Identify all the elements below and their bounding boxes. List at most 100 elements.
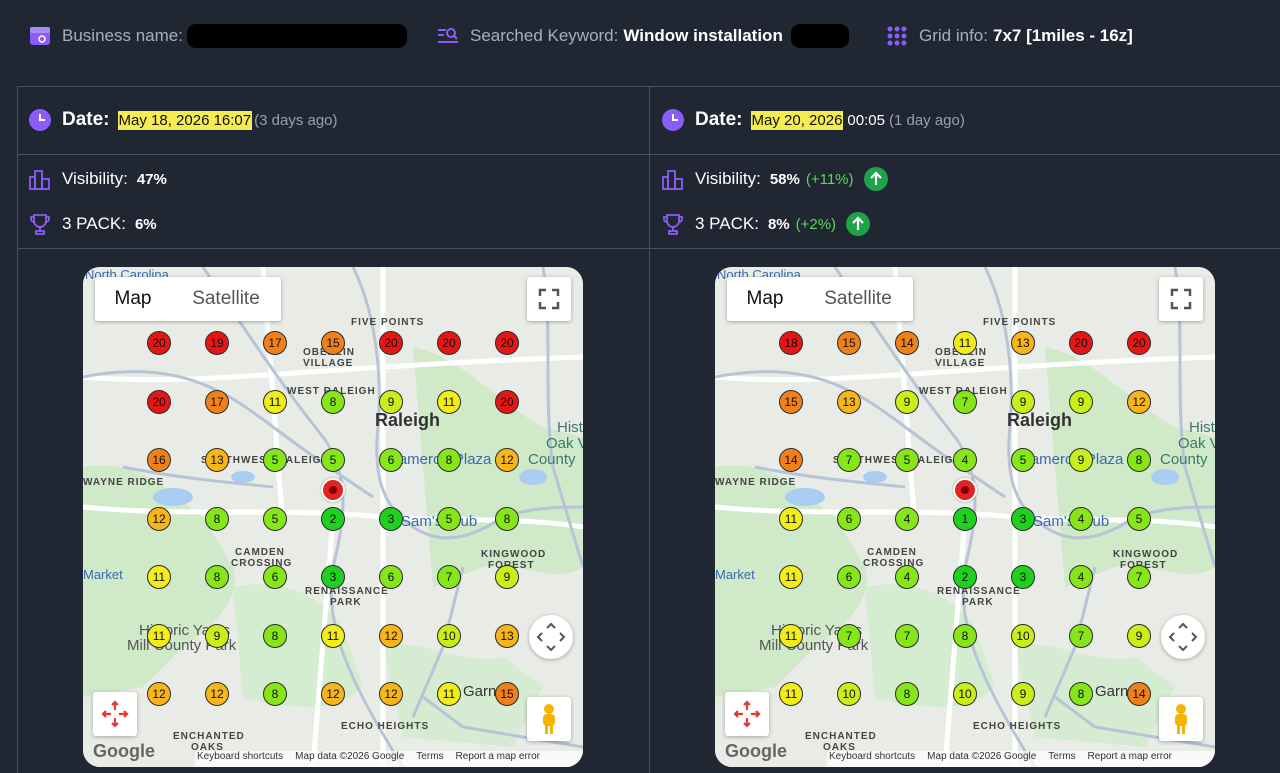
rank-pin[interactable]: 20 xyxy=(495,331,519,355)
report-error-link[interactable]: Report a map error xyxy=(455,751,541,762)
rank-pin[interactable]: 7 xyxy=(837,623,861,648)
rank-pin[interactable]: 13 xyxy=(495,623,519,648)
rank-pin[interactable]: 8 xyxy=(263,682,287,706)
rank-pin[interactable]: 11 xyxy=(321,623,345,648)
rank-pin[interactable]: 12 xyxy=(379,623,403,648)
rank-pin[interactable]: 9 xyxy=(205,623,229,648)
rank-pin[interactable]: 2 xyxy=(321,506,345,531)
rank-pin[interactable]: 5 xyxy=(895,448,919,472)
rank-pin[interactable]: 2 xyxy=(953,565,977,589)
recenter-button[interactable] xyxy=(725,692,769,736)
rank-pin[interactable]: 14 xyxy=(779,448,803,472)
rank-pin[interactable]: 9 xyxy=(379,389,403,414)
rank-pin[interactable]: 5 xyxy=(1011,448,1035,472)
rank-pin[interactable]: 11 xyxy=(437,389,461,414)
rank-pin[interactable]: 12 xyxy=(1127,389,1151,414)
rank-pin[interactable]: 11 xyxy=(779,506,803,531)
rank-pin[interactable]: 5 xyxy=(263,506,287,531)
rank-pin[interactable]: 6 xyxy=(263,565,287,589)
rank-pin[interactable]: 7 xyxy=(953,389,977,414)
rank-pin[interactable]: 9 xyxy=(1069,448,1093,472)
rank-pin[interactable]: 9 xyxy=(495,565,519,589)
rank-pin[interactable]: 3 xyxy=(321,565,345,589)
rank-grid-map-left[interactable]: North Carolina FIVE POINTS OBERLIN VILLA… xyxy=(83,267,583,767)
rank-pin[interactable]: 4 xyxy=(953,448,977,472)
rank-pin[interactable]: 7 xyxy=(895,623,919,648)
tab-satellite[interactable]: Satellite xyxy=(192,288,260,309)
rank-pin[interactable]: 6 xyxy=(837,506,861,531)
rank-pin[interactable]: 8 xyxy=(495,506,519,531)
rank-pin[interactable]: 11 xyxy=(779,565,803,589)
rank-pin[interactable]: 18 xyxy=(779,331,803,355)
keyboard-shortcuts-link[interactable]: Keyboard shortcuts xyxy=(829,751,916,762)
rank-pin[interactable]: 15 xyxy=(779,389,803,414)
pan-control-button[interactable] xyxy=(1161,615,1205,659)
rank-pin[interactable]: 8 xyxy=(953,623,977,648)
tab-satellite[interactable]: Satellite xyxy=(824,288,892,309)
rank-pin[interactable]: 4 xyxy=(1069,565,1093,589)
fullscreen-button[interactable] xyxy=(527,277,571,321)
rank-pin[interactable]: 8 xyxy=(1069,682,1093,706)
rank-pin[interactable]: 8 xyxy=(205,506,229,531)
rank-pin[interactable]: 10 xyxy=(1011,623,1035,648)
rank-pin[interactable]: 20 xyxy=(495,389,519,414)
recenter-button[interactable] xyxy=(93,692,137,736)
rank-pin[interactable]: 12 xyxy=(147,682,171,706)
street-view-pegman-button[interactable] xyxy=(1159,697,1203,741)
rank-pin[interactable]: 8 xyxy=(1127,448,1151,472)
rank-pin[interactable]: 11 xyxy=(147,623,171,648)
rank-pin[interactable]: 11 xyxy=(263,389,287,414)
street-view-pegman-button[interactable] xyxy=(527,697,571,741)
rank-pin[interactable]: 20 xyxy=(147,331,171,355)
rank-pin[interactable]: 15 xyxy=(321,331,345,355)
rank-pin[interactable]: 5 xyxy=(321,448,345,472)
rank-pin[interactable]: 9 xyxy=(895,389,919,414)
terms-link[interactable]: Terms xyxy=(1048,751,1076,762)
rank-pin[interactable]: 9 xyxy=(1127,623,1151,648)
rank-pin[interactable]: 3 xyxy=(1011,506,1035,531)
rank-pin[interactable]: 11 xyxy=(779,682,803,706)
rank-pin[interactable]: 11 xyxy=(147,565,171,589)
rank-grid-map-right[interactable]: North Carolina FIVE POINTS OBERLIN VILLA… xyxy=(715,267,1215,767)
rank-pin[interactable]: 15 xyxy=(837,331,861,355)
rank-pin[interactable]: 5 xyxy=(263,448,287,472)
rank-pin[interactable]: 3 xyxy=(379,506,403,531)
rank-pin[interactable]: 4 xyxy=(895,565,919,589)
rank-pin[interactable]: 20 xyxy=(1127,331,1151,355)
rank-pin[interactable]: 1 xyxy=(953,506,977,531)
rank-pin[interactable]: 9 xyxy=(1069,389,1093,414)
rank-pin[interactable]: 3 xyxy=(1011,565,1035,589)
rank-pin[interactable]: 7 xyxy=(437,565,461,589)
rank-pin[interactable]: 20 xyxy=(1069,331,1093,355)
rank-pin[interactable]: 17 xyxy=(263,331,287,355)
rank-pin[interactable]: 14 xyxy=(895,331,919,355)
rank-pin[interactable]: 10 xyxy=(837,682,861,706)
rank-pin[interactable]: 12 xyxy=(379,682,403,706)
rank-pin[interactable]: 12 xyxy=(495,448,519,472)
rank-pin[interactable]: 7 xyxy=(1069,623,1093,648)
rank-pin[interactable]: 17 xyxy=(205,389,229,414)
terms-link[interactable]: Terms xyxy=(416,751,444,762)
rank-pin[interactable]: 8 xyxy=(263,623,287,648)
rank-pin[interactable]: 15 xyxy=(495,682,519,706)
rank-pin[interactable]: 6 xyxy=(379,448,403,472)
rank-pin[interactable]: 9 xyxy=(1011,389,1035,414)
rank-pin[interactable]: 19 xyxy=(205,331,229,355)
business-location-marker[interactable] xyxy=(321,478,345,502)
rank-pin[interactable]: 13 xyxy=(837,389,861,414)
rank-pin[interactable]: 11 xyxy=(779,623,803,648)
rank-pin[interactable]: 20 xyxy=(147,389,171,414)
rank-pin[interactable]: 4 xyxy=(895,506,919,531)
rank-pin[interactable]: 10 xyxy=(437,623,461,648)
business-location-marker[interactable] xyxy=(953,478,977,502)
rank-pin[interactable]: 13 xyxy=(205,448,229,472)
rank-pin[interactable]: 12 xyxy=(147,506,171,531)
rank-pin[interactable]: 12 xyxy=(205,682,229,706)
rank-pin[interactable]: 14 xyxy=(1127,682,1151,706)
rank-pin[interactable]: 13 xyxy=(1011,331,1035,355)
rank-pin[interactable]: 4 xyxy=(1069,506,1093,531)
rank-pin[interactable]: 20 xyxy=(437,331,461,355)
rank-pin[interactable]: 7 xyxy=(837,448,861,472)
rank-pin[interactable]: 6 xyxy=(837,565,861,589)
rank-pin[interactable]: 11 xyxy=(953,331,977,355)
